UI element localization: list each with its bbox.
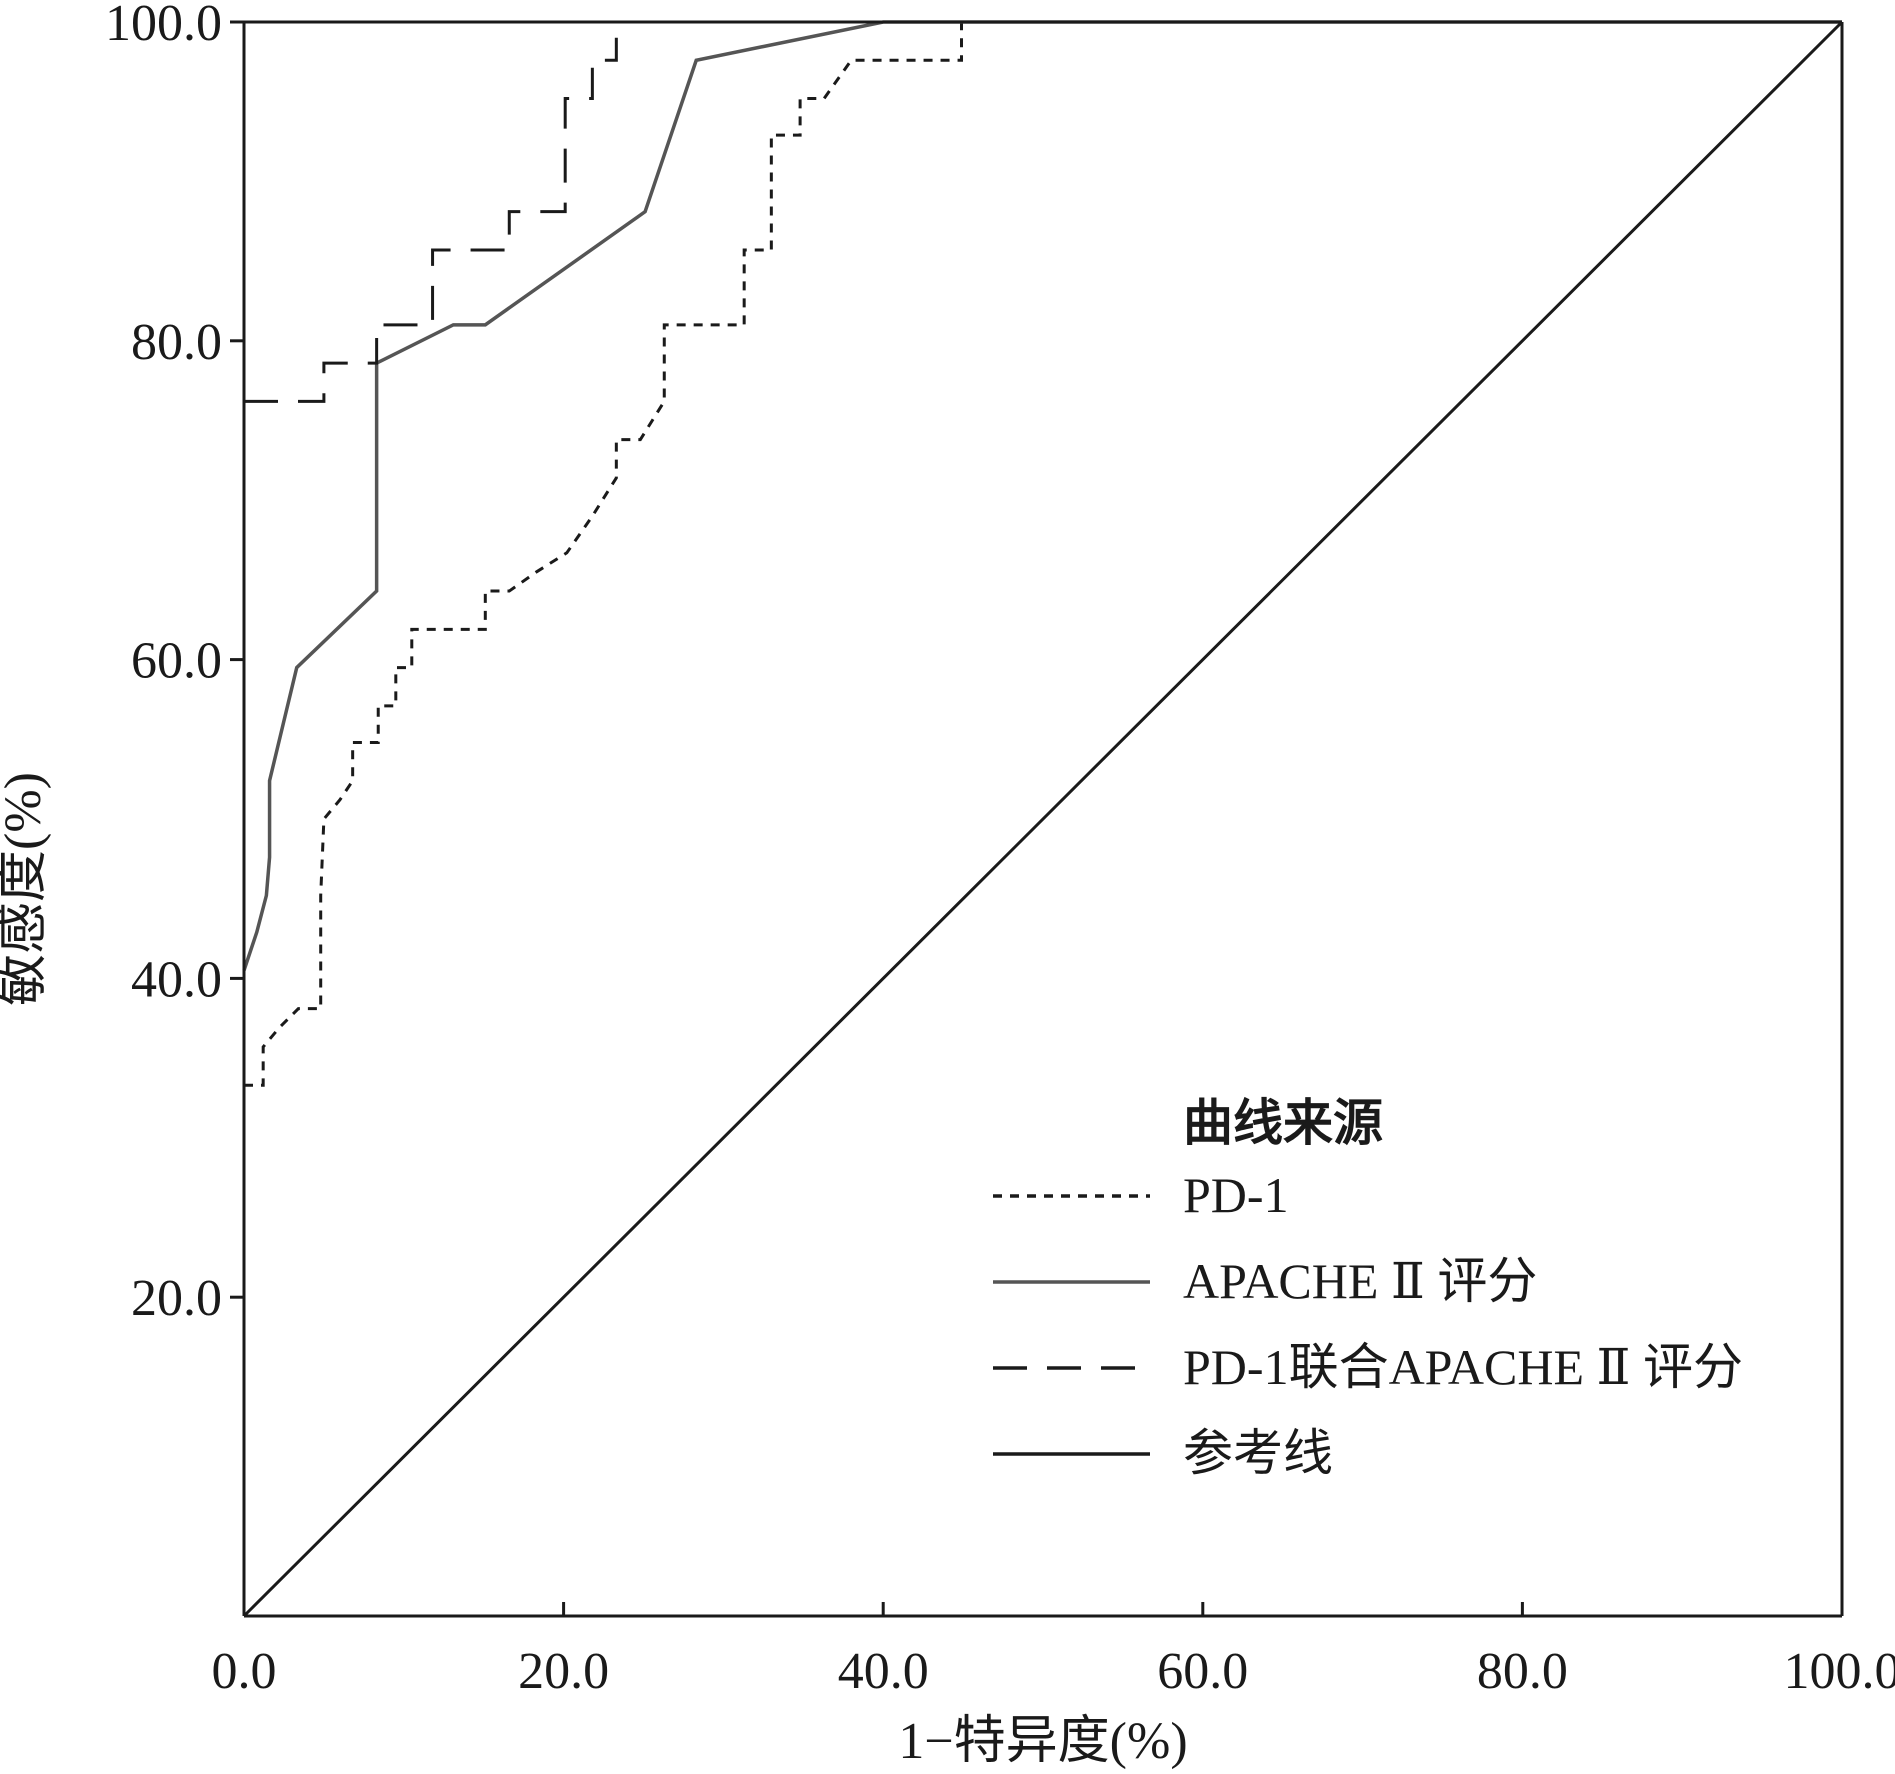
legend-label-1: PD-1 <box>1183 1167 1289 1223</box>
legend-label-4: 参考线 <box>1183 1425 1333 1481</box>
x-tick-label: 40.0 <box>838 1643 929 1700</box>
legend-title: 曲线来源 <box>1183 1095 1383 1151</box>
axes-layer <box>242 20 1844 1618</box>
x-tick-label: 60.0 <box>1157 1643 1248 1700</box>
y-tick-label: 60.0 <box>131 633 222 690</box>
legend-label-3: PD-1联合APACHE Ⅱ 评分 <box>1183 1339 1743 1395</box>
x-tick-label: 0.0 <box>212 1643 277 1700</box>
x-axis-title: 1−特异度(%) <box>898 1713 1187 1770</box>
series-line-4 <box>242 20 1844 1618</box>
y-tick-label: 100.0 <box>105 0 222 52</box>
series-layer <box>242 20 1844 1618</box>
ticks-layer: 0.0 20.0 40.0 60.0 80.0 100.0 20.0 40.0 60.0 80.0… <box>105 0 1895 1700</box>
legend-label-2: APACHE Ⅱ 评分 <box>1183 1253 1537 1309</box>
series-line-3 <box>244 20 1842 403</box>
series-line-2 <box>242 20 1842 971</box>
y-tick-label: 80.0 <box>131 314 222 371</box>
y-axis-title: 敏感度(%) <box>0 772 52 1006</box>
series-line-1 <box>244 20 1842 1087</box>
x-tick-label: 20.0 <box>518 1643 609 1700</box>
x-tick-label: 80.0 <box>1477 1643 1568 1700</box>
x-tick-label: 100.0 <box>1784 1643 1895 1700</box>
y-tick-label: 20.0 <box>131 1270 222 1327</box>
y-tick-label: 40.0 <box>131 951 222 1008</box>
